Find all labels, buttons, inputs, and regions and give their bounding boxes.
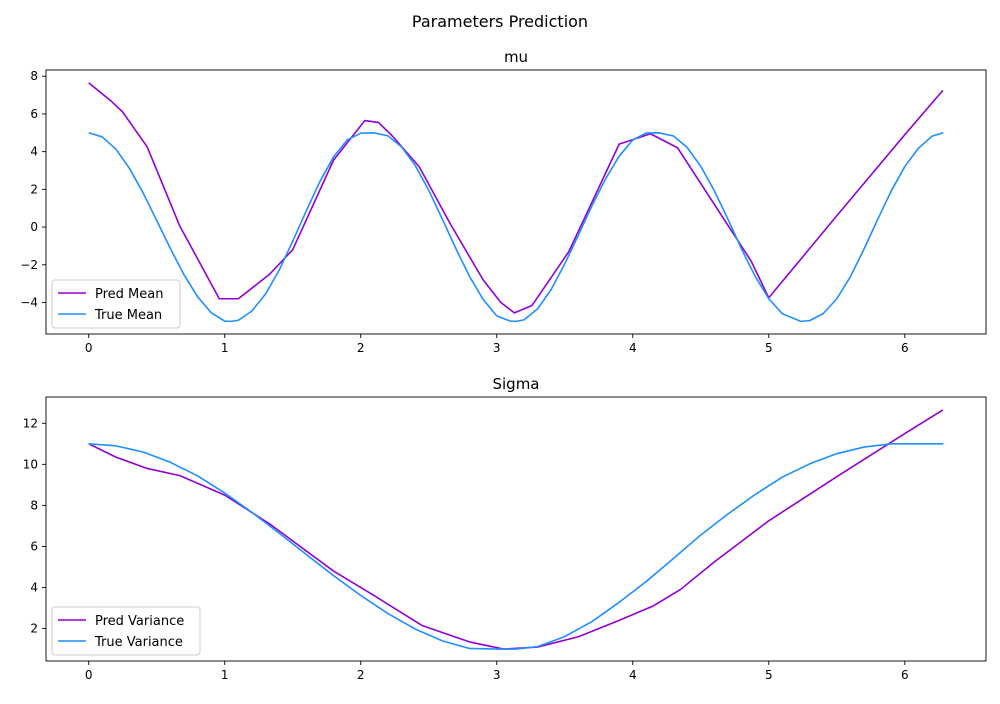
mu-y-tick-label: −4 (20, 296, 38, 310)
mu-y-tick-label: 4 (30, 145, 38, 159)
chart-mu: mu 0 1 2 3 4 5 6 −4 −2 0 2 4 6 8 Pred Mean True Mean (20, 48, 987, 355)
figure-suptitle: Parameters Prediction (412, 12, 588, 31)
mu-axes-frame (45, 69, 987, 335)
mu-x-tick-label: 3 (493, 341, 501, 355)
mu-y-tick-label: 2 (30, 182, 38, 196)
sigma-x-tick-label: 2 (357, 668, 365, 682)
mu-title: mu (504, 48, 528, 66)
sigma-legend-label: Pred Variance (95, 614, 184, 629)
sigma-y-tick-label: 12 (23, 416, 38, 430)
mu-legend-box (51, 279, 181, 329)
mu-series-pred-mean-line (88, 82, 944, 314)
sigma-y-tick-label: 6 (30, 539, 38, 553)
sigma-title: Sigma (492, 375, 539, 393)
mu-x-tick-label: 2 (357, 341, 365, 355)
sigma-series-true-variance-line (88, 443, 944, 650)
sigma-y-tick-label: 10 (23, 457, 38, 471)
sigma-legend-box (51, 606, 201, 656)
mu-x-tick-label: 1 (221, 341, 229, 355)
sigma-x-tick-label: 0 (85, 668, 93, 682)
sigma-x-tick-label: 4 (629, 668, 637, 682)
mu-series-true-mean-line (88, 131, 944, 323)
mu-x-tick-label: 6 (901, 341, 909, 355)
mu-legend: Pred Mean True Mean (51, 279, 181, 329)
mu-y-tick-label: 8 (30, 69, 38, 83)
mu-x-tick-label: 4 (629, 341, 637, 355)
sigma-y-tick-label: 8 (30, 498, 38, 512)
sigma-series-pred-variance-line (88, 409, 944, 650)
mu-series-group (88, 82, 944, 323)
mu-x-tick-label: 5 (765, 341, 773, 355)
sigma-x-tick-label: 1 (221, 668, 229, 682)
sigma-x-tick-label: 5 (765, 668, 773, 682)
sigma-axes-frame (45, 396, 987, 662)
sigma-y-tick-label: 4 (30, 581, 38, 595)
sigma-legend: Pred Variance True Variance (51, 606, 201, 656)
sigma-x-tick-label: 3 (493, 668, 501, 682)
mu-legend-label: True Mean (94, 308, 162, 323)
sigma-x-tick-label: 6 (901, 668, 909, 682)
mu-x-tick-label: 0 (85, 341, 93, 355)
mu-legend-label: Pred Mean (95, 287, 163, 302)
mu-y-tick-label: 0 (30, 220, 38, 234)
mu-y-tick-label: −2 (20, 258, 38, 272)
sigma-y-tick-label: 2 (30, 622, 38, 636)
sigma-series-group (88, 409, 944, 650)
mu-y-tick-label: 6 (30, 107, 38, 121)
sigma-legend-label: True Variance (94, 635, 183, 650)
